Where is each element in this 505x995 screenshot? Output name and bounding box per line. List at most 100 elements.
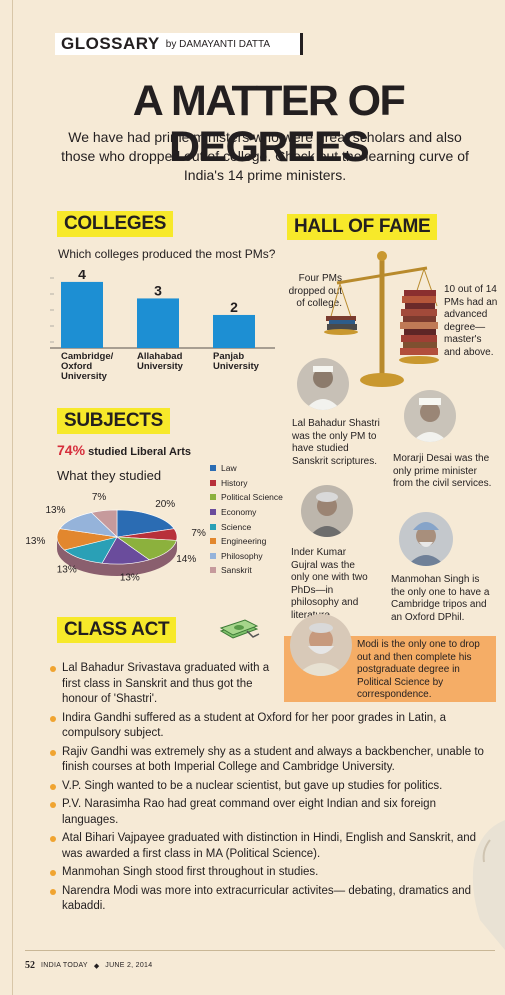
- legend-label: Science: [221, 521, 252, 532]
- class-act-item-text: Manmohan Singh stood first throughout in…: [62, 866, 319, 878]
- class-act-item: Atal Bihari Vajpayee graduated with dist…: [50, 831, 495, 862]
- bar-category-label: University: [137, 361, 184, 372]
- pie-percent-label: 13%: [120, 572, 140, 583]
- pointing-arm-image: [460, 820, 505, 955]
- intro-text: We have had prime ministers who were gre…: [61, 129, 469, 183]
- legend-label: Engineering: [221, 536, 267, 547]
- class-act-heading: CLASS ACT: [57, 617, 177, 643]
- legend-swatch: [210, 509, 216, 516]
- legend-swatch: [210, 479, 216, 486]
- bar-1: [137, 298, 179, 348]
- subjects-pie-chart: 20% 7% 14% 13% 13% 13% 13% 7%: [22, 455, 292, 590]
- class-act-item: Indira Gandhi suffered as a student at O…: [50, 711, 495, 742]
- desai-portrait: [404, 390, 456, 442]
- legend-label: Political Science: [221, 492, 283, 503]
- shastri-note: Lal Bahadur Shastri was the only PM to h…: [292, 418, 380, 467]
- bullet-dot-icon: [50, 783, 56, 790]
- bar-category-label: University: [61, 371, 108, 382]
- legend-item: Law: [210, 461, 283, 476]
- class-act-item-text: Lal Bahadur Srivastava graduated with a …: [62, 662, 270, 705]
- gujral-portrait: [301, 485, 353, 537]
- legend-item: Political Science: [210, 490, 283, 505]
- legend-item: Philosophy: [210, 549, 283, 564]
- legend-swatch: [210, 523, 216, 530]
- scales-icon: [322, 248, 442, 395]
- legend-item: Science: [210, 519, 283, 534]
- section-label: GLOSSARY: [61, 34, 160, 53]
- bullet-dot-icon: [50, 836, 56, 842]
- bar-value-label: 4: [78, 270, 86, 282]
- legend-label: History: [221, 477, 248, 488]
- manmohan-singh-portrait: [399, 512, 453, 566]
- pie-slice-2: [115, 536, 177, 561]
- page-margin-rule: [12, 0, 13, 995]
- legend-label: Philosophy: [221, 550, 263, 561]
- colleges-heading: COLLEGES: [57, 211, 174, 237]
- legend-item: Economy: [210, 505, 283, 520]
- legend-label: Law: [221, 463, 237, 474]
- section-header: GLOSSARY by DAMAYANTI DATTA: [55, 33, 303, 55]
- legend-swatch: [210, 538, 216, 545]
- subjects-subheading: What they studied: [57, 468, 162, 483]
- book-stack-icon: [398, 288, 442, 373]
- legend-label: Sanskrit: [221, 565, 252, 576]
- class-act-item: Narendra Modi was more into extracurricu…: [50, 884, 495, 915]
- gujral-note: Inder Kumar Gujral was the only one with…: [291, 547, 368, 621]
- class-act-item: Lal Bahadur Srivastava graduated with a …: [50, 661, 275, 708]
- bar-category-label: Oxford: [61, 361, 92, 372]
- shastri-portrait: [297, 358, 349, 410]
- class-act-item: Rajiv Gandhi was extremely shy as a stud…: [50, 745, 495, 776]
- modi-note: Modi is the only one to drop out and the…: [357, 639, 480, 700]
- publication-name: INDIA TODAY: [41, 962, 88, 969]
- legend-swatch: [210, 552, 216, 559]
- modi-portrait: [290, 614, 352, 676]
- bullet-dot-icon: [50, 802, 56, 808]
- pie-percent-label: 13%: [25, 536, 45, 547]
- class-act-item-text: Rajiv Gandhi was extremely shy as a stud…: [62, 745, 484, 774]
- pie-percent-label: 7%: [191, 528, 206, 539]
- legend-swatch: [210, 465, 216, 472]
- money-stack-icon: [217, 617, 261, 646]
- liberal-arts-stat: 74% studied Liberal Arts: [57, 442, 191, 458]
- bar-category-label: Panjab: [213, 351, 244, 362]
- bullet-dot-icon: [50, 666, 56, 672]
- bullet-dot-icon: [50, 715, 56, 722]
- pie-slice-0: [116, 509, 175, 538]
- bar-2: [213, 314, 255, 348]
- colleges-question: Which colleges produced the most PMs?: [58, 247, 276, 261]
- issue-date: JUNE 2, 2014: [105, 962, 153, 969]
- bullet-dot-icon: [50, 870, 56, 876]
- liberal-arts-label: studied Liberal Arts: [88, 446, 191, 458]
- footer-diamond-icon: ◆: [93, 962, 100, 970]
- legend-item: History: [210, 476, 283, 491]
- class-act-item-text: Narendra Modi was more into extracurricu…: [62, 884, 472, 913]
- pie-percent-label: 13%: [45, 505, 65, 516]
- bullet-dot-icon: [50, 749, 56, 756]
- bar-category-label: Allahabad: [137, 351, 183, 362]
- class-act-item: V.P. Singh wanted to be a nuclear scient…: [50, 779, 495, 795]
- page-title: A MATTER OF DEGREES: [132, 77, 406, 171]
- hall-of-fame-heading: HALL OF FAME: [287, 214, 438, 240]
- bar-0: [61, 281, 103, 348]
- pie-percent-label: 13%: [57, 564, 77, 575]
- bar-value-label: 3: [154, 282, 162, 298]
- class-act-item-text: V.P. Singh wanted to be a nuclear scient…: [62, 779, 443, 792]
- subjects-heading: SUBJECTS: [57, 408, 170, 434]
- class-act-item: Manmohan Singh stood first throughout in…: [50, 865, 495, 881]
- dropout-note: Four PMs dropped out of college.: [288, 273, 342, 309]
- class-act-item-text: Indira Gandhi suffered as a student at O…: [62, 711, 446, 740]
- page-footer: 52 INDIA TODAY ◆ JUNE 2, 2014: [25, 960, 152, 971]
- legend-label: Economy: [221, 507, 257, 518]
- class-act-item-text: Atal Bihari Vajpayee graduated with dist…: [62, 832, 477, 860]
- pie-percent-label: 20%: [155, 499, 175, 510]
- footer-rule: [25, 950, 495, 951]
- legend-item: Sanskrit: [210, 563, 283, 578]
- subjects-legend: Law History Political Science Economy Scienc…: [210, 461, 283, 578]
- page-number: 52: [25, 960, 35, 971]
- legend-swatch: [210, 494, 216, 501]
- byline: by DAMAYANTI DATTA: [165, 38, 271, 50]
- class-act-item: P.V. Narasimha Rao had great command ove…: [50, 797, 495, 828]
- class-act-list: Lal Bahadur Srivastava graduated with a …: [50, 661, 495, 918]
- bar-value-label: 2: [230, 299, 238, 315]
